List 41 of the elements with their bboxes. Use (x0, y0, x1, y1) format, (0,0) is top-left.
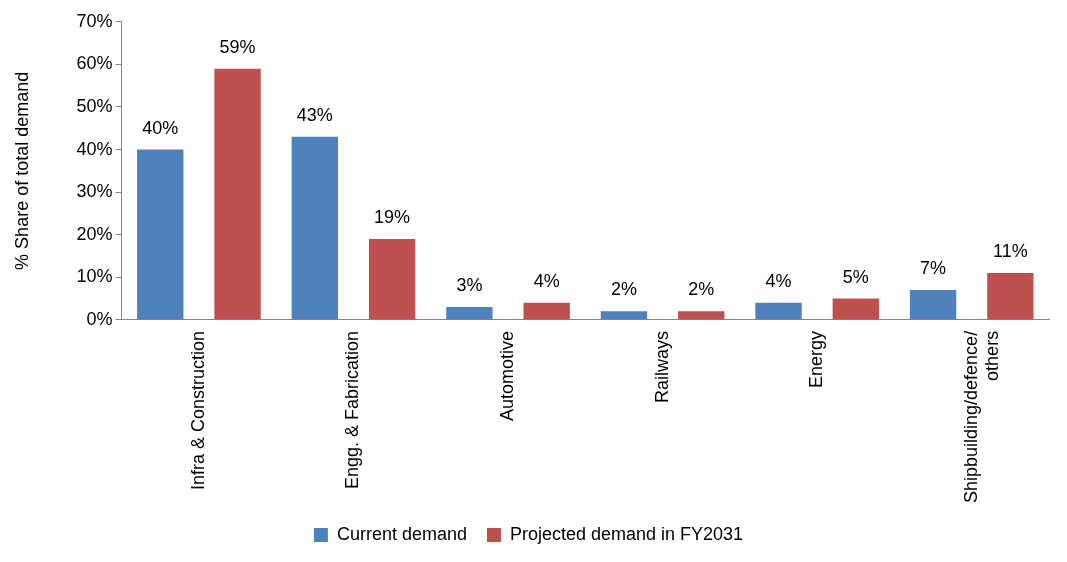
y-tick-label: 40% (76, 138, 113, 159)
data-label: 19% (374, 206, 411, 227)
x-tick-label: Infra & Construction (187, 330, 208, 490)
data-label: 43% (296, 104, 333, 125)
bar (678, 311, 725, 320)
y-tick-label: 50% (76, 95, 113, 116)
bar (214, 68, 261, 320)
x-tick-label: Engg. & Fabrication (342, 330, 363, 489)
y-tick-label: 0% (86, 308, 113, 329)
bar (909, 290, 957, 320)
bar (137, 149, 184, 320)
bar (446, 307, 493, 320)
x-tick-label: Automotive (497, 330, 517, 421)
y-tick-label: 20% (76, 223, 113, 244)
data-label: 3% (456, 275, 483, 296)
bar (755, 302, 802, 320)
data-label: 59% (219, 36, 256, 57)
bar (832, 298, 879, 320)
bar (368, 238, 416, 320)
y-tick-label: 60% (76, 53, 113, 74)
legend-label: Current demand (336, 523, 467, 544)
bar (291, 136, 339, 320)
data-label: 40% (142, 117, 179, 138)
bar (987, 273, 1034, 320)
y-tick-label: 30% (76, 181, 113, 202)
data-label: 2% (688, 279, 715, 300)
x-tick-label: Railways (651, 330, 672, 403)
bar (523, 302, 570, 320)
legend-label: Projected demand in FY2031 (509, 523, 744, 544)
data-label: 5% (842, 266, 869, 287)
data-label: 11% (993, 241, 1028, 261)
data-label: 2% (610, 279, 637, 300)
y-tick-label: 10% (76, 266, 113, 287)
bar (600, 311, 648, 320)
data-label: 4% (533, 270, 560, 291)
data-label: 4% (765, 270, 792, 291)
y-tick-label: 70% (76, 10, 113, 31)
x-tick-label: Shipbuilding/defence/ others (960, 330, 1003, 504)
data-label: 7% (920, 258, 947, 279)
y-axis-title: % Share of total demand (11, 71, 32, 270)
x-tick-label: Energy (806, 330, 827, 388)
